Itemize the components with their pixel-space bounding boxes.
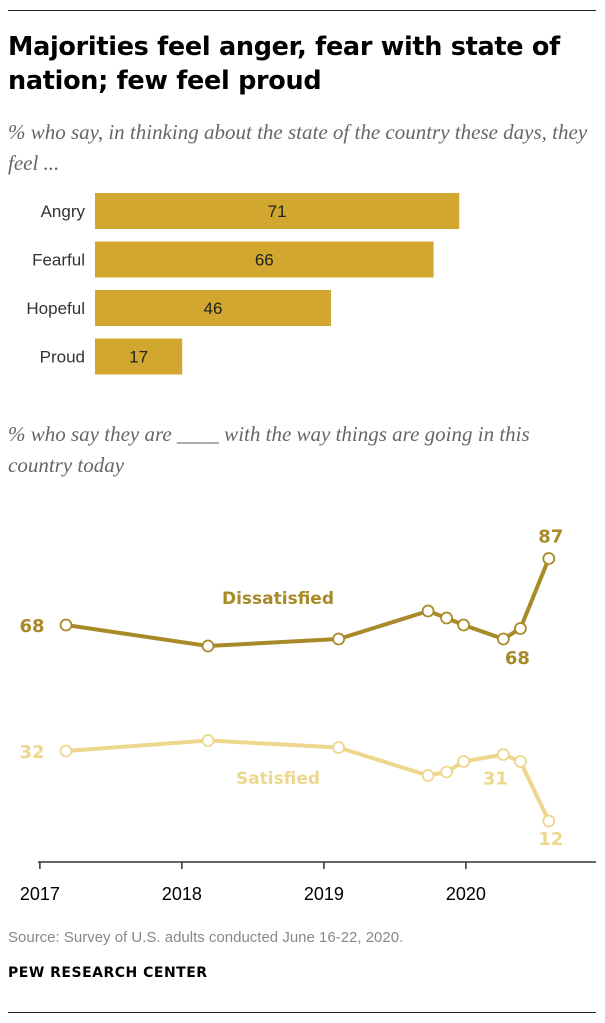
x-tick-label-2018: 2018 <box>162 884 202 904</box>
bar-chart-subtitle: % who say, in thinking about the state o… <box>8 120 588 175</box>
point-satisfied-8 <box>542 814 556 828</box>
point-dissatisfied-8 <box>542 552 556 565</box>
bar-value-label-hopeful: 46 <box>204 299 223 318</box>
point-satisfied-1 <box>201 734 215 747</box>
bar-fearful <box>95 241 434 278</box>
series-name-satisfied: Satisfied <box>236 769 320 789</box>
bar-hopeful <box>95 290 331 326</box>
point-satisfied-3 <box>421 769 435 782</box>
bottom-rule <box>8 1012 596 1013</box>
point-dissatisfied-7 <box>514 622 527 635</box>
bar-chart: Angry 71 Fearful 66 Hopeful 46 Proud 17 <box>26 193 460 375</box>
data-label-satisfied-6: 31 <box>483 769 508 790</box>
x-tick-label-2017: 2017 <box>20 884 60 904</box>
point-satisfied-5 <box>457 755 471 768</box>
data-label-satisfied-8: 12 <box>538 829 563 850</box>
bar-category-label-hopeful: Hopeful <box>26 299 85 318</box>
bar-value-label-angry: 71 <box>268 202 287 221</box>
chart-title: Majorities feel anger, fear with state o… <box>8 32 560 96</box>
series-name-dissatisfied: Dissatisfied <box>222 589 334 609</box>
x-tick-label-2020: 2020 <box>446 884 486 904</box>
bar-category-label-angry: Angry <box>41 202 86 221</box>
data-label-dissatisfied-6: 68 <box>505 648 530 669</box>
brand-label: PEW RESEARCH CENTER <box>8 965 208 981</box>
x-tick-label-2019: 2019 <box>304 884 344 904</box>
point-dissatisfied-5 <box>457 618 471 632</box>
source-note: Source: Survey of U.S. adults conducted … <box>8 929 404 946</box>
line-chart-subtitle: % who say they are ____ with the way thi… <box>8 422 530 477</box>
point-dissatisfied-4 <box>440 611 453 625</box>
point-dissatisfied-2 <box>332 632 346 646</box>
point-satisfied-4 <box>440 765 453 779</box>
point-dissatisfied-0 <box>59 618 73 632</box>
bar-value-label-proud: 17 <box>129 348 148 367</box>
bar-angry <box>95 193 460 229</box>
bar-value-label-fearful: 66 <box>255 251 274 270</box>
data-label-dissatisfied-8: 87 <box>538 527 563 548</box>
point-dissatisfied-1 <box>201 639 215 653</box>
bar-category-label-proud: Proud <box>40 348 85 367</box>
point-dissatisfied-6 <box>496 632 510 646</box>
point-satisfied-6 <box>496 748 510 761</box>
point-satisfied-2 <box>332 741 346 754</box>
point-satisfied-7 <box>514 755 527 768</box>
bar-proud <box>95 338 183 375</box>
point-satisfied-0 <box>59 744 73 758</box>
data-label-satisfied-0: 32 <box>19 742 44 763</box>
point-dissatisfied-3 <box>421 604 435 618</box>
bar-category-label-fearful: Fearful <box>32 251 85 270</box>
top-rule <box>8 10 596 11</box>
data-label-dissatisfied-0: 68 <box>19 616 44 637</box>
